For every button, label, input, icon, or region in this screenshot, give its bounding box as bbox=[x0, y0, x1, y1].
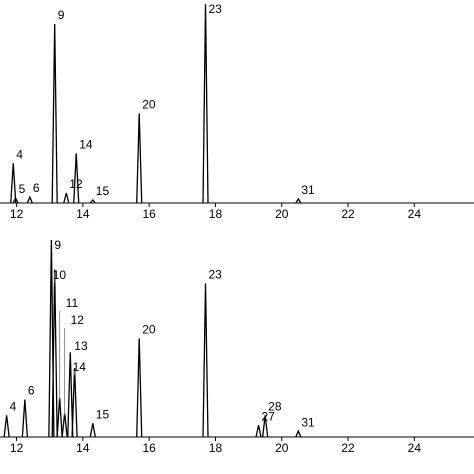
peak-label: 14 bbox=[79, 137, 93, 151]
peak bbox=[89, 423, 96, 438]
x-tick-label: 16 bbox=[142, 441, 156, 455]
peak bbox=[63, 192, 70, 204]
peak bbox=[295, 429, 302, 438]
peak-label: 13 bbox=[74, 339, 88, 353]
peak-label: 15 bbox=[96, 407, 110, 421]
peak-label: 9 bbox=[58, 8, 65, 22]
peak bbox=[10, 163, 17, 204]
x-tick-label: 18 bbox=[209, 441, 223, 455]
peak-label: 11 bbox=[66, 296, 79, 310]
peak bbox=[262, 415, 269, 438]
x-tick-label: 22 bbox=[341, 441, 355, 455]
x-tick-label: 20 bbox=[275, 441, 289, 455]
x-tick-label: 24 bbox=[408, 441, 422, 455]
peak bbox=[21, 399, 29, 438]
peak-label: 20 bbox=[142, 323, 156, 337]
peak bbox=[67, 352, 74, 438]
peak-label: 15 bbox=[96, 184, 110, 198]
peak bbox=[136, 338, 143, 438]
peak bbox=[61, 413, 68, 438]
peak bbox=[51, 269, 58, 438]
peak bbox=[89, 199, 96, 204]
peak bbox=[51, 23, 58, 204]
peak bbox=[73, 153, 80, 204]
peak bbox=[136, 113, 143, 204]
peak-label: 31 bbox=[301, 415, 315, 429]
peak bbox=[295, 197, 302, 204]
x-tick-label: 20 bbox=[275, 207, 289, 221]
x-tick-label: 12 bbox=[10, 207, 24, 221]
peak-label: 9 bbox=[54, 238, 61, 252]
peak-label: 31 bbox=[301, 183, 315, 197]
x-tick-label: 16 bbox=[142, 207, 156, 221]
peak-label: 5 bbox=[19, 182, 26, 196]
x-tick-label: 24 bbox=[408, 207, 422, 221]
peak-label: 6 bbox=[28, 384, 35, 398]
peak bbox=[56, 397, 63, 438]
x-tick-label: 14 bbox=[76, 207, 90, 221]
peak bbox=[202, 3, 209, 204]
peak bbox=[255, 425, 262, 438]
peak bbox=[26, 195, 33, 204]
x-tick-label: 14 bbox=[76, 441, 90, 455]
peak bbox=[12, 196, 19, 204]
peak bbox=[3, 415, 10, 438]
peak-label: 20 bbox=[142, 98, 156, 112]
peak-label: 23 bbox=[209, 268, 223, 282]
peak bbox=[71, 368, 78, 438]
peak-label: 12 bbox=[71, 313, 85, 327]
x-tick-label: 12 bbox=[10, 441, 24, 455]
x-tick-label: 18 bbox=[209, 207, 223, 221]
peak-label: 4 bbox=[16, 147, 23, 161]
peak-label: 6 bbox=[33, 181, 40, 195]
peak-label: 23 bbox=[209, 2, 223, 16]
peak-label: 12 bbox=[69, 177, 83, 191]
peak-label: 28 bbox=[268, 400, 282, 414]
peak-label: 10 bbox=[53, 268, 67, 282]
x-tick-label: 22 bbox=[341, 207, 355, 221]
peak-label: 14 bbox=[73, 360, 87, 374]
peak bbox=[202, 283, 209, 438]
peak-label: 4 bbox=[10, 400, 17, 414]
